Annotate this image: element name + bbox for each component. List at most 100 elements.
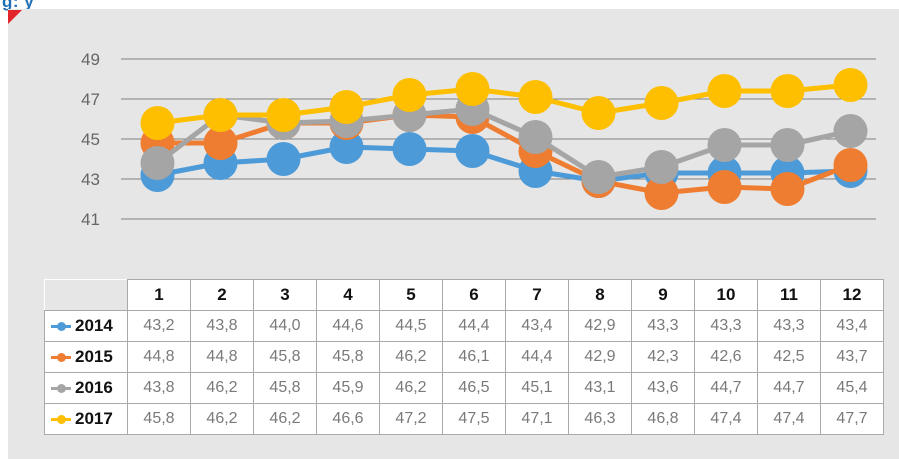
red-corner-marker bbox=[8, 10, 22, 24]
month-header: 5 bbox=[379, 279, 443, 311]
data-value: 45,8 bbox=[253, 341, 317, 373]
heading-fragment: g: y bbox=[2, 0, 35, 11]
data-value: 43,8 bbox=[127, 372, 191, 404]
series-line-2014 bbox=[157, 144, 851, 184]
data-value: 44,4 bbox=[442, 310, 506, 342]
y-tick-label: 45 bbox=[81, 130, 100, 149]
data-value: 43,8 bbox=[190, 310, 254, 342]
data-value: 43,6 bbox=[631, 372, 695, 404]
series-label-2015: 2015 bbox=[44, 341, 128, 373]
data-point-2017 bbox=[644, 86, 679, 120]
series-name: 2016 bbox=[75, 378, 113, 397]
data-point-2017 bbox=[518, 80, 553, 114]
month-header: 8 bbox=[568, 279, 632, 311]
month-header: 10 bbox=[694, 279, 758, 311]
legend-marker-icon bbox=[51, 414, 71, 424]
data-value: 45,8 bbox=[127, 403, 191, 435]
legend-marker-icon bbox=[51, 383, 71, 393]
data-value: 44,0 bbox=[253, 310, 317, 342]
data-point-2017 bbox=[329, 90, 364, 124]
data-value: 44,5 bbox=[379, 310, 443, 342]
data-value: 47,7 bbox=[820, 403, 884, 435]
data-value: 42,5 bbox=[757, 341, 821, 373]
data-value: 46,5 bbox=[442, 372, 506, 404]
month-header: 9 bbox=[631, 279, 695, 311]
series-label-2014: 2014 bbox=[44, 310, 128, 342]
data-point-2016 bbox=[518, 120, 553, 154]
series-name: 2015 bbox=[75, 347, 113, 366]
data-point-2016 bbox=[644, 150, 679, 184]
data-value: 42,9 bbox=[568, 310, 632, 342]
data-value: 44,4 bbox=[505, 341, 569, 373]
data-value: 46,2 bbox=[379, 372, 443, 404]
data-value: 44,7 bbox=[757, 372, 821, 404]
data-value: 46,8 bbox=[631, 403, 695, 435]
month-header: 3 bbox=[253, 279, 317, 311]
data-value: 45,4 bbox=[820, 372, 884, 404]
month-header: 11 bbox=[757, 279, 821, 311]
data-value: 46,2 bbox=[379, 341, 443, 373]
data-point-2016 bbox=[581, 160, 616, 194]
data-value: 46,2 bbox=[190, 403, 254, 435]
data-point-2014 bbox=[266, 142, 301, 176]
y-tick-label: 41 bbox=[81, 210, 100, 229]
data-point-2017 bbox=[833, 68, 868, 102]
data-point-2017 bbox=[266, 98, 301, 132]
data-value: 45,8 bbox=[253, 372, 317, 404]
month-header: 7 bbox=[505, 279, 569, 311]
table-row: 2016 43,8 46,2 45,8 45,9 46,2 46,5 45,1 43,1 43,6… bbox=[44, 372, 884, 404]
data-value: 47,4 bbox=[694, 403, 758, 435]
data-point-2015 bbox=[644, 176, 679, 210]
line-chart: 41 43 45 47 49 bbox=[81, 50, 876, 229]
data-value: 47,5 bbox=[442, 403, 506, 435]
month-header-row: 1 2 3 4 5 6 7 8 9 10 11 12 bbox=[44, 279, 884, 311]
data-point-2016 bbox=[833, 114, 868, 148]
data-point-2017 bbox=[392, 78, 427, 112]
data-point-2016 bbox=[140, 146, 175, 180]
data-value: 47,4 bbox=[757, 403, 821, 435]
series-line-2017 bbox=[157, 82, 851, 126]
table-row: 2014 43,2 43,8 44,0 44,6 44,5 44,4 43,4 42,9 43,3… bbox=[44, 310, 884, 342]
series-label-2017: 2017 bbox=[44, 403, 128, 435]
data-point-2016 bbox=[770, 128, 805, 162]
data-value: 45,1 bbox=[505, 372, 569, 404]
data-value: 43,4 bbox=[505, 310, 569, 342]
data-value: 43,3 bbox=[694, 310, 758, 342]
data-value: 44,8 bbox=[127, 341, 191, 373]
data-value: 47,1 bbox=[505, 403, 569, 435]
data-value: 42,3 bbox=[631, 341, 695, 373]
data-value: 42,9 bbox=[568, 341, 632, 373]
data-value: 43,2 bbox=[127, 310, 191, 342]
month-header: 12 bbox=[820, 279, 884, 311]
data-table: 1 2 3 4 5 6 7 8 9 10 11 12 2014 43,2 43,8 44,0 44,6 44,5… bbox=[44, 279, 884, 435]
y-tick-label: 49 bbox=[81, 50, 100, 69]
data-value: 46,2 bbox=[190, 372, 254, 404]
data-value: 45,8 bbox=[316, 341, 380, 373]
data-point-2017 bbox=[455, 72, 490, 106]
data-value: 44,8 bbox=[190, 341, 254, 373]
y-tick-label: 43 bbox=[81, 170, 100, 189]
series-line-2015 bbox=[157, 112, 852, 196]
data-point-2017 bbox=[140, 106, 175, 140]
data-value: 46,6 bbox=[316, 403, 380, 435]
data-value: 43,7 bbox=[820, 341, 884, 373]
chart-panel: 41 43 45 47 49 1 2 3 4 5 6 7 8 9 10 11 12 2014 43,2 43,8 4… bbox=[8, 9, 899, 459]
data-point-2015 bbox=[833, 148, 868, 182]
data-value: 46,2 bbox=[253, 403, 317, 435]
data-value: 47,2 bbox=[379, 403, 443, 435]
data-value: 43,3 bbox=[757, 310, 821, 342]
data-value: 44,6 bbox=[316, 310, 380, 342]
data-point-2014 bbox=[392, 132, 427, 166]
data-point-2017 bbox=[707, 74, 742, 108]
month-header: 2 bbox=[190, 279, 254, 311]
data-point-2016 bbox=[707, 128, 742, 162]
data-point-2017 bbox=[770, 74, 805, 108]
data-point-2017 bbox=[581, 96, 616, 130]
data-value: 44,7 bbox=[694, 372, 758, 404]
data-point-2015 bbox=[203, 126, 238, 160]
data-value: 42,6 bbox=[694, 341, 758, 373]
month-header: 6 bbox=[442, 279, 506, 311]
data-value: 43,1 bbox=[568, 372, 632, 404]
data-point-2014 bbox=[329, 130, 364, 164]
month-header: 1 bbox=[127, 279, 191, 311]
